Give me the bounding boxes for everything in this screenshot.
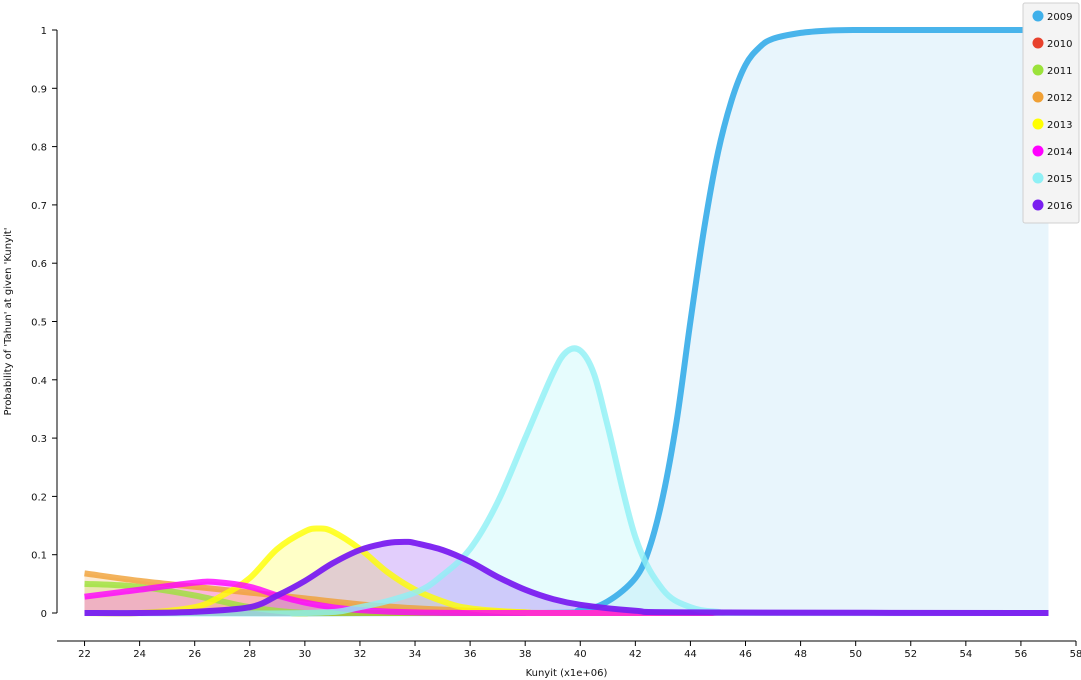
x-axis-title: Kunyit (x1e+06): [526, 668, 608, 679]
series-line-2014: [84, 578, 1049, 617]
x-tick-label: 54: [959, 649, 972, 660]
legend-marker-2010: [1032, 37, 1044, 49]
x-ticks: 22 24 26 28 30 32 34 36 38 40 42 44 46 48 50 52 54 56 58: [78, 641, 1081, 660]
legend-label-2015: 2015: [1047, 174, 1072, 185]
x-tick-label: 58: [1070, 649, 1081, 660]
x-tick-label: 22: [78, 649, 91, 660]
x-tick-label: 36: [464, 649, 477, 660]
legend-marker-2009: [1032, 10, 1044, 22]
series-lines: [84, 26, 1049, 617]
x-tick-label: 24: [133, 649, 146, 660]
area-fills: [84, 29, 1049, 614]
y-tick-label: 0.7: [31, 201, 47, 212]
legend-label-2016: 2016: [1047, 201, 1072, 212]
legend-marker-2013: [1032, 118, 1044, 130]
y-tick-label: 0.3: [31, 434, 47, 445]
legend-label-2012: 2012: [1047, 93, 1072, 104]
series-line-2016: [84, 538, 1049, 617]
x-tick-label: 38: [519, 649, 532, 660]
series-area-2013: [84, 528, 1049, 614]
x-tick-label: 50: [849, 649, 862, 660]
legend-marker-2012: [1032, 91, 1044, 103]
legend-marker-2014: [1032, 145, 1044, 157]
x-tick-label: 46: [739, 649, 752, 660]
x-tick-label: 34: [409, 649, 422, 660]
y-tick-label: 0.1: [31, 551, 47, 562]
x-tick-label: 56: [1015, 649, 1028, 660]
x-tick-label: 28: [243, 649, 256, 660]
x-tick-label: 26: [188, 649, 201, 660]
y-tick-label: 0.4: [31, 376, 47, 387]
x-tick-label: 40: [574, 649, 587, 660]
legend-box: [1022, 2, 1080, 224]
y-tick-label: 0.2: [31, 492, 47, 503]
y-axis-title: Probability of 'Tahun' at given 'Kunyit': [3, 228, 14, 416]
y-tick-label: 0.8: [31, 143, 47, 154]
legend-marker-2011: [1032, 64, 1044, 76]
x-tick-label: 52: [904, 649, 917, 660]
y-ticks: 0 0.1 0.2 0.3 0.4 0.5 0.6 0.7 0.8 0.9 1: [31, 26, 57, 620]
legend-marker-2016: [1032, 199, 1044, 211]
y-tick-label: 0.5: [31, 318, 47, 329]
legend-marker-2015: [1032, 172, 1044, 184]
series-area-2009: [84, 29, 1049, 614]
y-tick-label: 0: [41, 609, 47, 620]
legend-label-2010: 2010: [1047, 39, 1072, 50]
x-tick-label: 44: [684, 649, 697, 660]
x-tick-label: 48: [794, 649, 807, 660]
series-area-2015: [84, 348, 1049, 614]
legend: 2009 2010 2011 2012 2013 2014 2015 2016: [1022, 2, 1080, 224]
series-area-2016: [84, 541, 1049, 614]
legend-label-2013: 2013: [1047, 120, 1072, 131]
y-tick-label: 0.6: [31, 259, 47, 270]
y-tick-label: 0.9: [31, 84, 47, 95]
legend-label-2011: 2011: [1047, 66, 1072, 77]
legend-label-2014: 2014: [1047, 147, 1072, 158]
legend-label-2009: 2009: [1047, 12, 1072, 23]
y-tick-label: 1: [41, 26, 47, 37]
x-tick-label: 32: [354, 649, 367, 660]
x-tick-label: 42: [629, 649, 642, 660]
x-tick-label: 30: [298, 649, 311, 660]
